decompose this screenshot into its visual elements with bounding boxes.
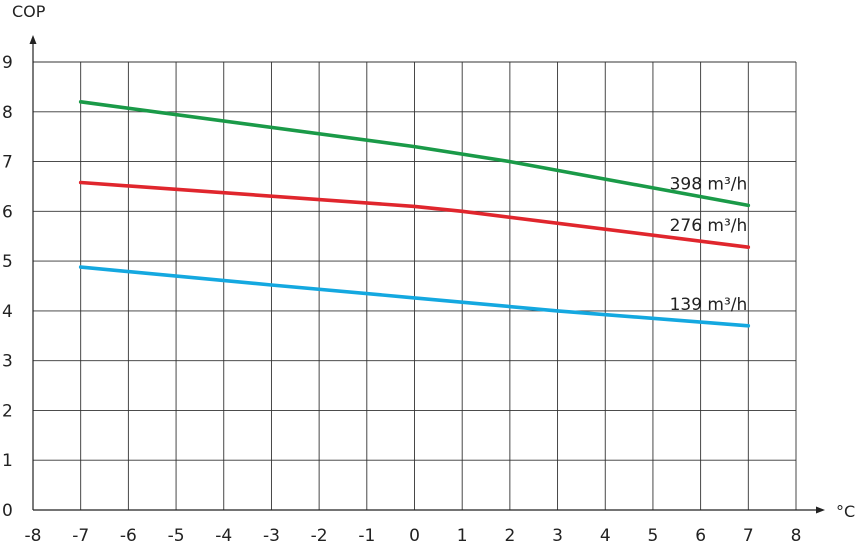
grid <box>33 61 797 510</box>
x-tick-label: -8 <box>25 526 42 543</box>
x-tick-label: -2 <box>311 526 328 543</box>
x-tick-label: 3 <box>552 526 563 543</box>
series-line <box>78 265 751 328</box>
tick-labels: -8 -7 -6 -5 -4 -3 -2 -1 0 1 2 3 4 5 6 7 8 0 1 2 3 4 5 6 7 8 9 <box>2 53 801 543</box>
x-tick-label: -5 <box>168 526 185 543</box>
series-line <box>78 180 751 249</box>
y-tick-label: 5 <box>2 252 13 272</box>
series-labels: 398 m³/h 276 m³/h 139 m³/h <box>670 174 748 314</box>
x-tick-label: 2 <box>504 526 515 543</box>
y-tick-label: 6 <box>2 202 13 222</box>
y-tick-label: 3 <box>2 352 13 372</box>
x-tick-label: -1 <box>358 526 375 543</box>
x-axis-label: °C <box>836 502 855 521</box>
x-tick-label: 1 <box>457 526 468 543</box>
x-tick-label: 4 <box>600 526 611 543</box>
series-label: 139 m³/h <box>670 295 748 315</box>
y-tick-label: 7 <box>2 153 13 173</box>
y-tick-label: 1 <box>2 451 13 471</box>
x-tick-label: 0 <box>409 526 420 543</box>
x-tick-label: -6 <box>120 526 137 543</box>
x-axis-arrow <box>816 506 825 514</box>
series-label: 398 m³/h <box>670 174 748 194</box>
y-tick-label: 2 <box>2 401 13 421</box>
axes <box>29 35 825 514</box>
y-tick-label: 8 <box>2 103 13 123</box>
y-tick-label: 0 <box>2 501 13 521</box>
y-tick-label: 9 <box>2 53 13 73</box>
series-line <box>78 100 751 208</box>
x-tick-label: -4 <box>215 526 232 543</box>
y-axis-label: COP <box>12 2 46 21</box>
x-tick-label: 8 <box>791 526 802 543</box>
x-tick-label: 6 <box>695 526 706 543</box>
x-tick-label: 7 <box>743 526 754 543</box>
x-tick-label: -7 <box>72 526 89 543</box>
y-axis-arrow <box>29 35 37 44</box>
x-tick-label: 5 <box>648 526 659 543</box>
x-tick-label: -3 <box>263 526 280 543</box>
series-label: 276 m³/h <box>670 216 748 236</box>
series-lines <box>78 100 751 328</box>
y-tick-label: 4 <box>2 302 13 322</box>
